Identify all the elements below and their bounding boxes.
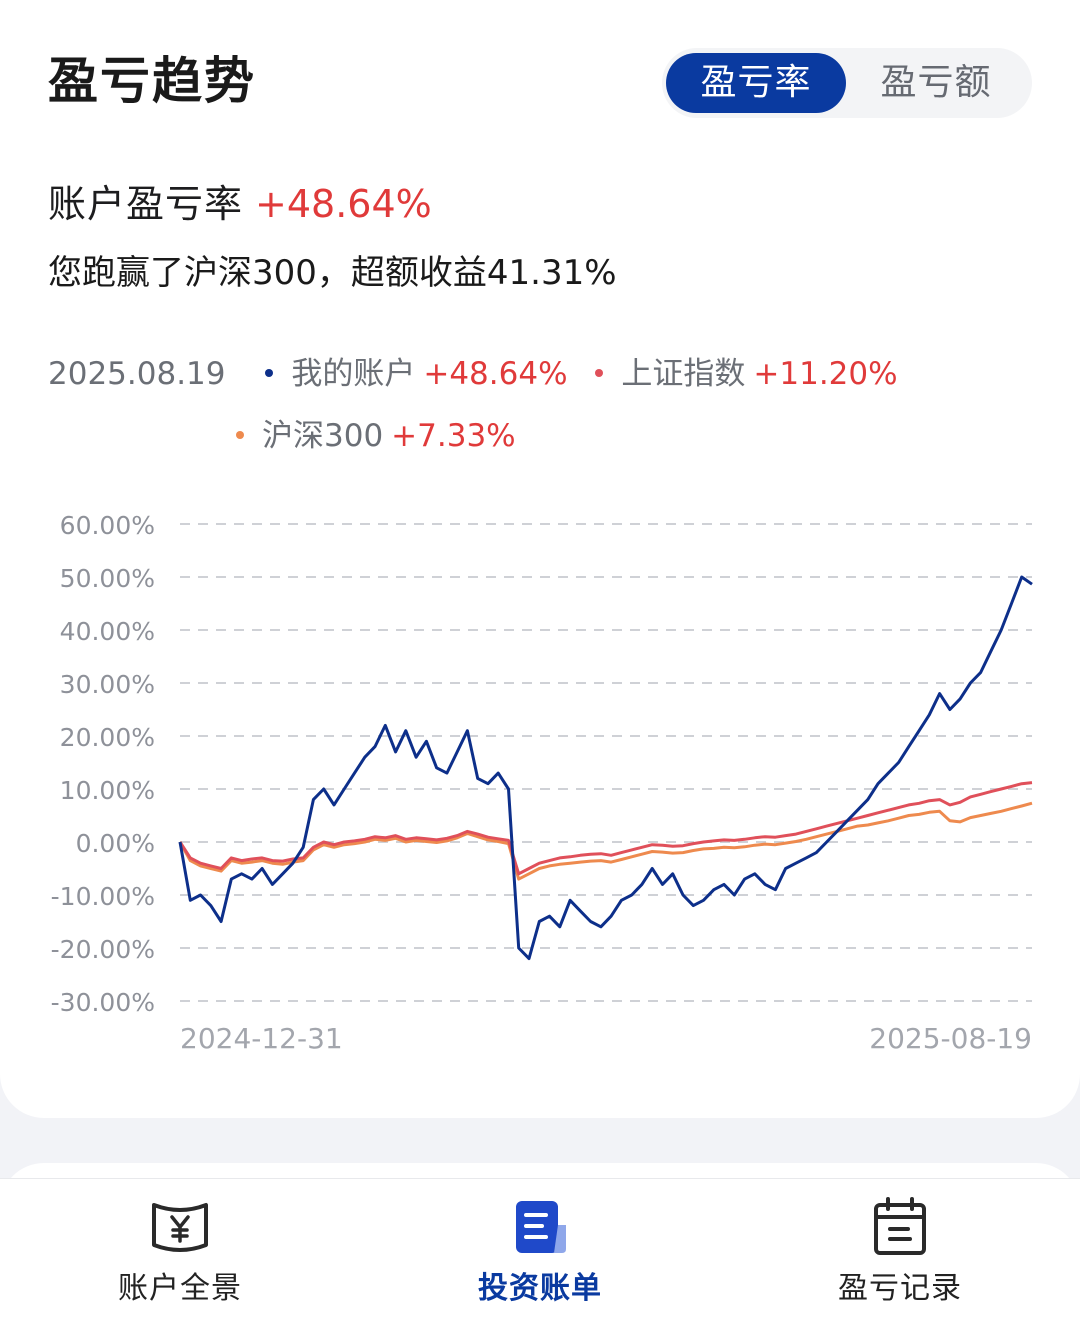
chart-legend-row-1: 2025.08.19 我的账户 +48.64% 上证指数 +11.20% (48, 352, 916, 396)
legend-dot-icon (236, 430, 244, 439)
account-rate-value: +48.64% (255, 182, 432, 226)
tab-label: 盈亏记录 (838, 1271, 962, 1306)
y-tick-label: 50.00% (60, 564, 155, 593)
calendar-icon (874, 1197, 926, 1255)
account-rate-label: 账户盈亏率 (48, 182, 244, 226)
y-tick-label: -30.00% (51, 988, 155, 1017)
bottom-tab-bar: 账户全景 投资账单 盈亏记录 (0, 1178, 1080, 1322)
legend-item-shanghai-index: 上证指数 +11.20% (595, 352, 898, 396)
y-tick-label: 40.00% (60, 617, 155, 646)
y-tick-label: 10.00% (60, 776, 155, 805)
document-list-icon (516, 1201, 566, 1253)
page-title: 盈亏趋势 (48, 52, 256, 110)
tab-label: 投资账单 (478, 1271, 602, 1306)
tab-investment-bill[interactable]: 投资账单 (390, 1179, 690, 1322)
y-tick-label: -20.00% (51, 935, 155, 964)
x-tick-label: 2025-08-19 (869, 1022, 1032, 1055)
profit-trend-chart[interactable]: 60.00% 50.00% 40.00% 30.00% 20.00% 10.00% 0.00… (0, 490, 1080, 1070)
series-line-my-account (178, 575, 1033, 961)
tab-account-overview[interactable]: 账户全景 (30, 1179, 330, 1322)
tab-profit-record[interactable]: 盈亏记录 (750, 1179, 1050, 1322)
legend-name: 沪深300 (262, 418, 384, 454)
legend-item-my-account: 我的账户 +48.64% (265, 352, 568, 396)
rate-amount-toggle[interactable]: 盈亏率 盈亏额 (662, 48, 1032, 118)
toggle-profit-rate[interactable]: 盈亏率 (666, 53, 846, 113)
legend-name: 上证指数 (621, 356, 746, 392)
series-line-csi300 (178, 801, 1033, 881)
toggle-profit-amount[interactable]: 盈亏额 (880, 62, 992, 103)
x-tick-label: 2024-12-31 (180, 1022, 343, 1055)
legend-value: +48.64% (423, 356, 568, 392)
scroll-yuan-icon (152, 1203, 208, 1252)
y-tick-label: 30.00% (60, 670, 155, 699)
legend-date: 2025.08.19 (48, 356, 226, 392)
y-tick-label: -10.00% (51, 882, 155, 911)
legend-item-csi300: 沪深300 +7.33% (236, 414, 516, 458)
benchmark-beat-text: 您跑赢了沪深300，超额收益41.31% (48, 253, 617, 293)
y-tick-label: 0.00% (76, 829, 155, 858)
legend-dot-icon (595, 368, 604, 377)
account-rate-summary: 账户盈亏率 +48.64% (48, 178, 432, 230)
legend-value: +11.20% (753, 356, 898, 392)
legend-dot-icon (265, 368, 274, 377)
profit-trend-card: 盈亏趋势 盈亏率 盈亏额 账户盈亏率 +48.64% 您跑赢了沪深300，超额收益… (0, 0, 1080, 1118)
series-line-shanghai-index (178, 781, 1033, 876)
chart-legend-row-2: 沪深300 +7.33% (236, 414, 534, 458)
y-tick-label: 20.00% (60, 723, 155, 752)
legend-value: +7.33% (391, 418, 516, 454)
legend-name: 我的账户 (291, 356, 416, 392)
tab-label: 账户全景 (118, 1271, 242, 1306)
y-tick-label: 60.00% (60, 511, 155, 540)
